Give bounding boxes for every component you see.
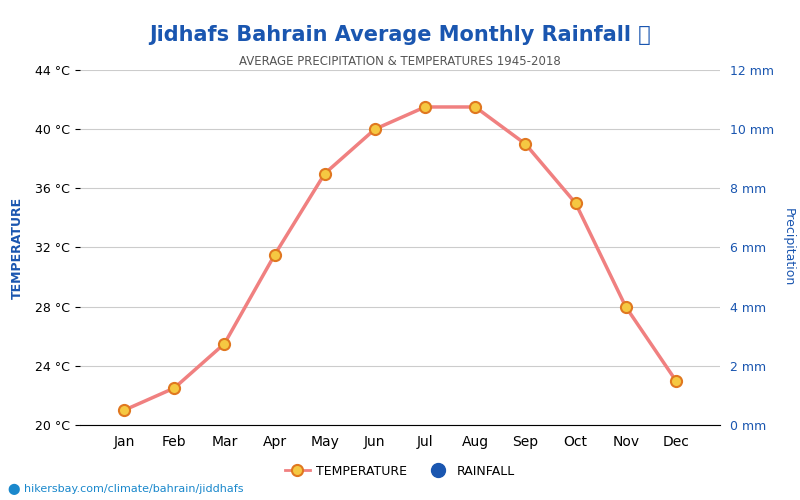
Y-axis label: Precipitation: Precipitation bbox=[782, 208, 794, 286]
Text: Jidhafs Bahrain Average Monthly Rainfall 🌧: Jidhafs Bahrain Average Monthly Rainfall… bbox=[149, 25, 651, 45]
Y-axis label: TEMPERATURE: TEMPERATURE bbox=[11, 196, 24, 298]
Text: ⬤ hikersbay.com/climate/bahrain/jiddhafs: ⬤ hikersbay.com/climate/bahrain/jiddhafs bbox=[8, 484, 243, 495]
Text: AVERAGE PRECIPITATION & TEMPERATURES 1945-2018: AVERAGE PRECIPITATION & TEMPERATURES 194… bbox=[239, 55, 561, 68]
Legend: TEMPERATURE, RAINFALL: TEMPERATURE, RAINFALL bbox=[280, 460, 520, 482]
